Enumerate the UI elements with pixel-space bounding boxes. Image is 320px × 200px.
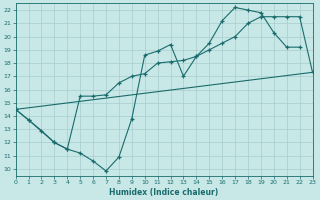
- X-axis label: Humidex (Indice chaleur): Humidex (Indice chaleur): [109, 188, 219, 197]
